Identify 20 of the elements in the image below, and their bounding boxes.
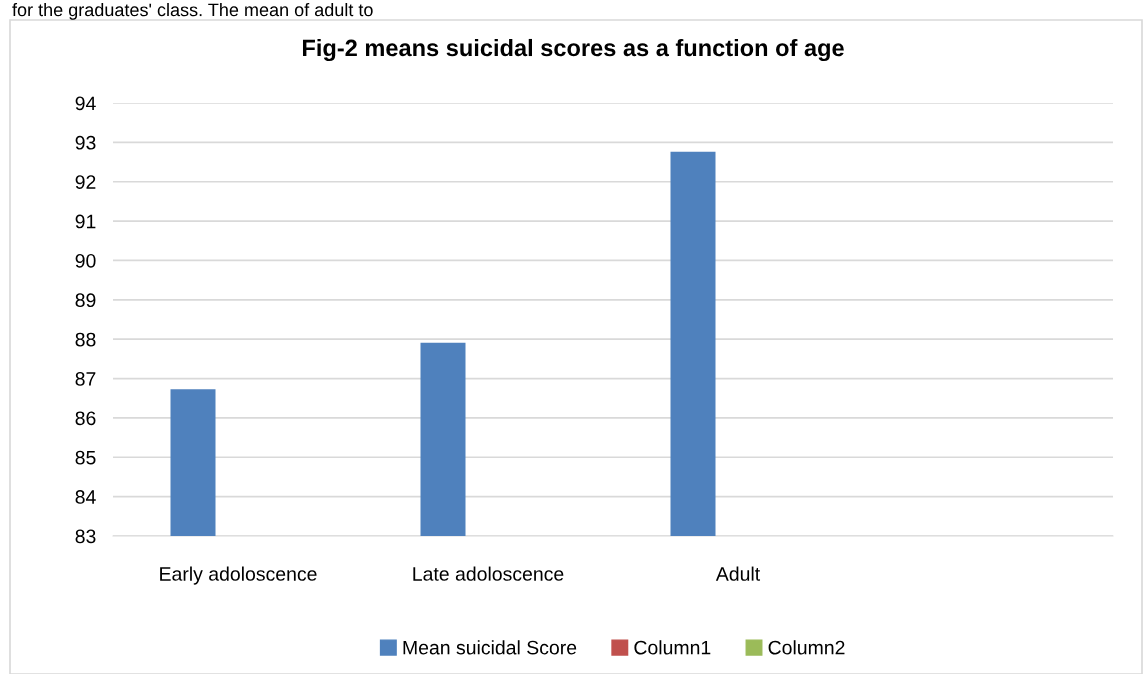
y-tick-label: 94 [75,96,96,111]
legend-label: Mean suicidal Score [403,640,577,655]
y-tick-label: 89 [75,293,96,308]
x-tick-label: Adult [715,566,761,581]
text: for the graduates' class. The mean of adult to [12,3,373,20]
y-tick-label: 87 [75,372,96,386]
y-tick-label: 91 [75,214,96,229]
x-tick-label: Late adoloscence [413,566,564,581]
legend-label: Column2 [768,640,845,655]
y-tick-label: 85 [75,450,96,465]
legend-label: Column1 [634,640,711,655]
y-tick-label: 90 [75,253,96,268]
chart-title: Fig-2 means suicidal scores as a function of age [302,38,844,62]
y-tick-label: 92 [75,175,96,189]
x-tick-label: Early adoloscence [160,566,317,585]
y-tick-label: 86 [75,411,96,426]
y-tick-label: 88 [75,332,96,347]
y-tick-label: 84 [75,490,96,504]
y-tick-label: 93 [75,135,96,150]
y-tick-label: 83 [75,529,96,544]
